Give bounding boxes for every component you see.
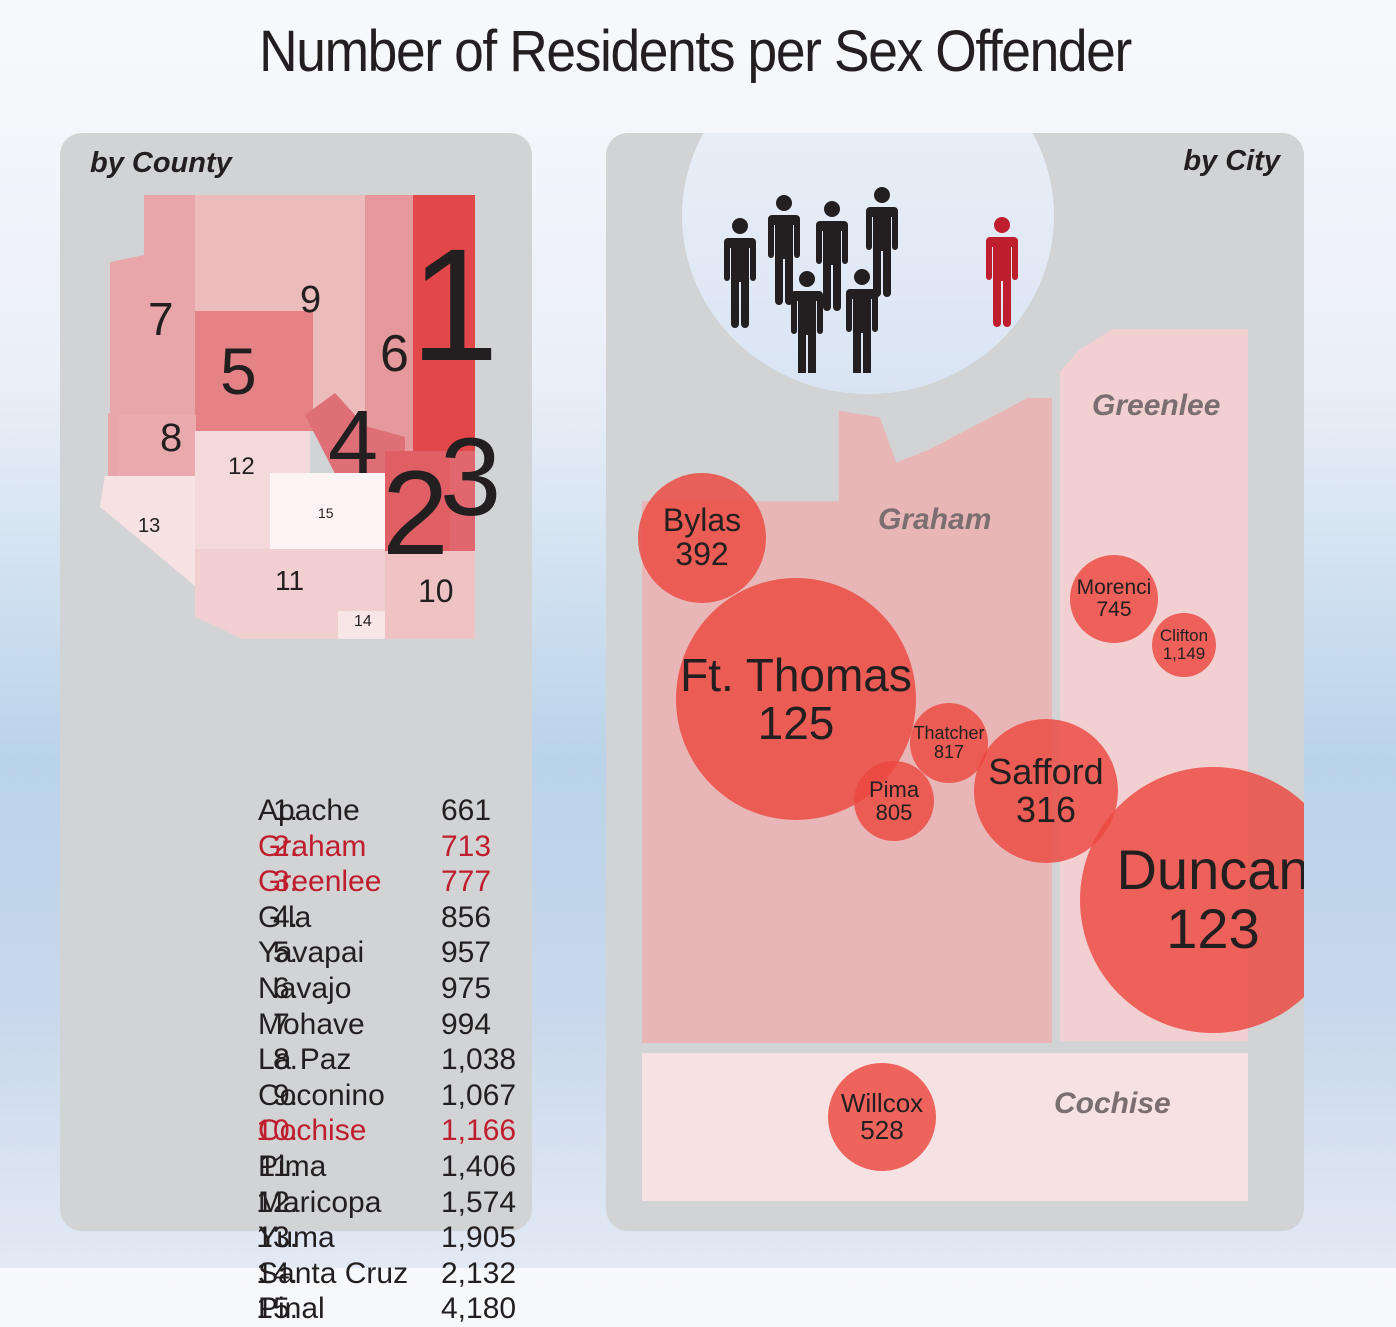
map-label-13: 13 xyxy=(138,515,161,537)
person-icon xyxy=(768,195,800,305)
person-icon xyxy=(724,218,756,328)
county-greenlee[interactable] xyxy=(450,451,475,551)
map-label-8: 8 xyxy=(160,416,183,460)
list-row: 13. Yuma 1,905 xyxy=(256,1221,517,1255)
list-row: 3. Greenlee 777 xyxy=(258,865,492,899)
list-row: 7. Mohave 994 xyxy=(258,1007,492,1041)
list-row: 9. Coconino 1,067 xyxy=(258,1078,517,1112)
by-county-label: by County xyxy=(90,147,232,179)
county-graham[interactable] xyxy=(385,451,455,551)
county-pinal[interactable] xyxy=(270,473,385,549)
list-row: 1. Apache 661 xyxy=(258,794,492,827)
map-label-1: 1 xyxy=(410,215,499,394)
chart-title: Number of Residents per Sex Offender xyxy=(259,19,1132,84)
county-cochise[interactable] xyxy=(385,551,475,639)
city-panel: by City Greenlee Graham Cochise Bylas 392 xyxy=(606,133,1304,1231)
list-row: 14. Santa Cruz 2,132 xyxy=(256,1256,517,1290)
county-yavapai[interactable] xyxy=(195,311,313,431)
cochise-label: Cochise xyxy=(1054,1087,1171,1120)
list-row: 8. La Paz 1,038 xyxy=(258,1043,517,1077)
city-bubble-bylas[interactable]: Bylas 392 xyxy=(638,473,766,603)
map-label-10: 10 xyxy=(418,573,454,609)
list-row: 5. Yavapai 957 xyxy=(258,936,492,970)
list-row: 12. Maricopa 1,574 xyxy=(256,1185,517,1219)
map-label-12: 12 xyxy=(228,453,255,480)
county-santa-cruz[interactable] xyxy=(338,611,385,639)
map-label-5: 5 xyxy=(220,334,257,408)
city-bubble-clifton[interactable]: Clifton 1,149 xyxy=(1152,613,1216,677)
city-bubble-thatcher[interactable]: Thatcher 817 xyxy=(910,703,988,783)
map-label-6: 6 xyxy=(380,325,409,383)
list-row: 10. Cochise 1,166 xyxy=(256,1114,517,1148)
list-row: 15. Pinal 4,180 xyxy=(256,1292,517,1326)
city-bubble-pima[interactable]: Pima 805 xyxy=(854,761,934,841)
city-bubble-duncan[interactable]: Duncan 123 xyxy=(1080,767,1304,1033)
graham-label: Graham xyxy=(878,503,992,536)
list-row: 6. Navajo 975 xyxy=(258,971,492,1005)
county-panel: by County 7 9 5 6 1 xyxy=(60,133,532,1325)
list-row: 11. Pima 1,406 xyxy=(258,1149,517,1183)
map-label-4: 4 xyxy=(328,393,379,493)
arizona-county-map: 7 9 5 6 1 8 4 12 3 2 13 15 11 10 14 xyxy=(60,133,532,653)
city-bubble-willcox[interactable]: Willcox 528 xyxy=(828,1063,936,1171)
map-label-7: 7 xyxy=(148,293,174,345)
cochise-region[interactable] xyxy=(642,1053,1248,1201)
people-illustration xyxy=(724,187,1018,373)
list-row: 4. Gila 856 xyxy=(258,900,492,934)
county-ranking-list: 1. Apache 661 2. Graham 713 3. Greenlee 777 4.… xyxy=(148,793,517,1327)
city-bubble-morenci[interactable]: Morenci 745 xyxy=(1070,555,1158,643)
offender-person-icon xyxy=(986,217,1018,327)
by-city-label: by City xyxy=(1183,145,1280,177)
map-label-9: 9 xyxy=(300,279,322,321)
map-label-3: 3 xyxy=(440,416,502,539)
city-bubble-ft-thomas[interactable]: Ft. Thomas 125 xyxy=(676,578,916,820)
person-icon xyxy=(866,187,898,297)
greenlee-label: Greenlee xyxy=(1092,389,1221,422)
map-label-2: 2 xyxy=(382,446,449,580)
map-label-14: 14 xyxy=(354,613,372,630)
map-label-11: 11 xyxy=(275,565,305,596)
map-label-15: 15 xyxy=(318,505,334,521)
person-icon xyxy=(791,271,823,373)
list-row: 2. Graham 713 xyxy=(258,829,492,863)
